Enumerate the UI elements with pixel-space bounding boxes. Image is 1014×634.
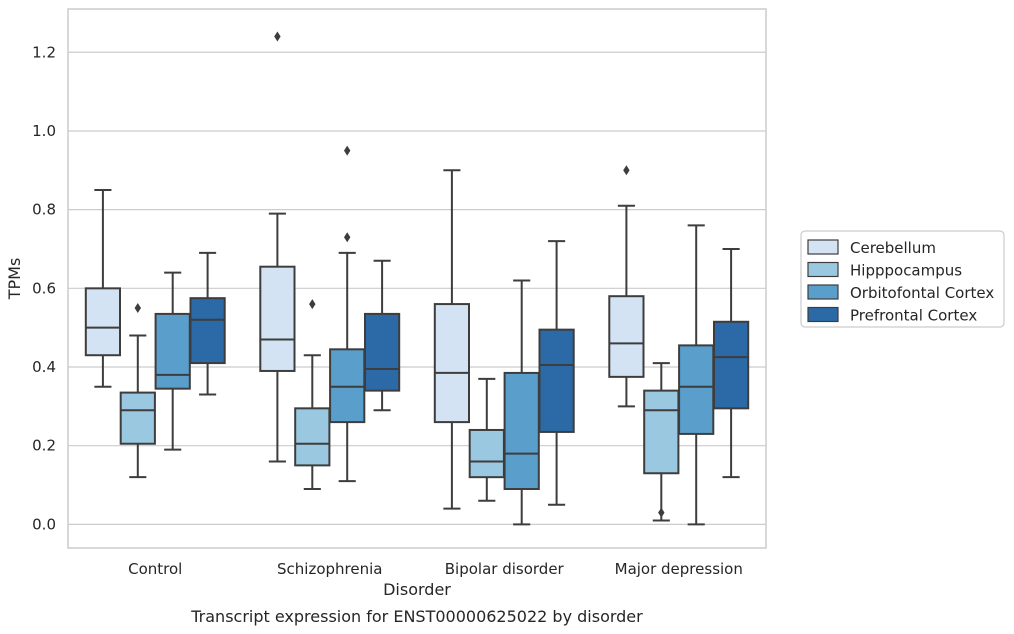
box-iqr <box>712 320 750 410</box>
box-iqr <box>84 287 122 357</box>
legend-swatch <box>807 284 839 300</box>
x-axis-label: Disorder <box>383 580 451 599</box>
legend-label: Orbitofontal Cortex <box>850 284 994 302</box>
outlier-point <box>344 232 351 243</box>
y-axis-ticks: 0.0 0.2 0.4 0.6 0.8 1.0 1.2 <box>32 43 56 533</box>
box-hipppocampus <box>119 303 156 479</box>
gridlines <box>68 51 766 525</box>
box-orbitofontal-cortex <box>678 224 715 526</box>
y-axis-label: TPMs <box>5 258 24 301</box>
box-cerebellum <box>259 31 296 463</box>
box-prefrontal-cortex <box>538 240 575 506</box>
box-orbitofontal-cortex <box>154 271 191 451</box>
legend-frame <box>800 230 1005 328</box>
box-prefrontal-cortex <box>189 251 226 396</box>
box-iqr <box>189 297 226 365</box>
y-tick-label: 1.2 <box>32 43 56 61</box>
plot-frame <box>67 8 767 549</box>
box-cerebellum <box>608 165 645 408</box>
box-iqr <box>154 312 191 390</box>
x-tick-label: Major depression <box>615 560 743 578</box>
outlier-point <box>623 165 630 176</box>
x-tick-label: Control <box>128 560 182 578</box>
outlier-point <box>134 303 141 314</box>
box-prefrontal-cortex <box>363 259 401 412</box>
legend-swatch <box>807 239 839 255</box>
x-axis-ticks: Control Schizophrenia Bipolar disorder Majo… <box>128 560 743 578</box>
box-iqr <box>119 391 156 445</box>
box-iqr <box>643 389 680 475</box>
legend-label: Cerebellum <box>850 239 936 257</box>
outlier-point <box>658 507 665 518</box>
box-iqr <box>294 407 331 467</box>
legend-swatch <box>807 306 839 323</box>
box-prefrontal-cortex <box>712 247 750 479</box>
chart-caption: Transcript expression for ENST0000062502… <box>190 607 643 626</box>
box-hipppocampus <box>294 299 331 490</box>
outlier-point <box>274 31 281 42</box>
box-hipppocampus <box>643 362 680 522</box>
box-iqr <box>608 295 645 378</box>
x-tick-label: Bipolar disorder <box>445 560 565 578</box>
box-iqr <box>538 328 575 433</box>
boxes <box>84 31 750 526</box>
legend-swatch <box>807 261 839 278</box>
y-tick-label: 0.6 <box>32 279 56 297</box>
y-tick-label: 0.2 <box>32 437 56 455</box>
y-tick-label: 0.8 <box>32 201 56 219</box>
box-iqr <box>433 303 471 424</box>
box-iqr <box>503 371 540 490</box>
outlier-point <box>309 299 316 310</box>
y-tick-label: 0.4 <box>32 358 56 376</box>
y-tick-label: 0.0 <box>32 515 56 533</box>
box-iqr <box>363 312 401 392</box>
box-cerebellum <box>84 188 122 388</box>
outlier-point <box>344 145 351 156</box>
box-iqr <box>678 344 715 435</box>
box-iqr <box>468 428 505 479</box>
box-cerebellum <box>433 169 471 510</box>
legend: Cerebellum Hipppocampus Orbitofontal Corte… <box>800 230 1005 328</box>
box-hipppocampus <box>468 377 505 502</box>
legend-label: Prefrontal Cortex <box>850 307 977 325</box>
box-orbitofontal-cortex <box>503 279 540 526</box>
box-iqr <box>259 265 296 372</box>
x-tick-label: Schizophrenia <box>277 560 382 578</box>
legend-label: Hipppocampus <box>850 262 962 280</box>
y-tick-label: 1.0 <box>32 122 56 140</box>
